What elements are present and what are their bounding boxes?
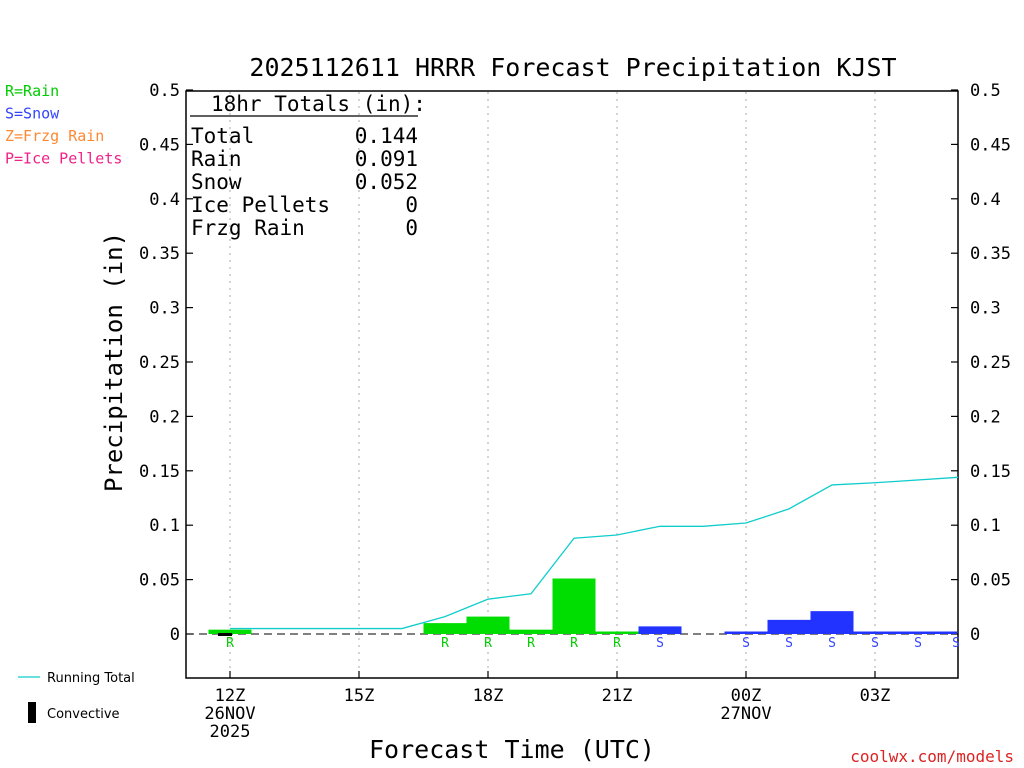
y-axis-right: 0 0.05 0.1 0.15 0.2 0.25 0.3 0.35 0.4 0.45 0.5	[951, 81, 1011, 645]
precip-type-letter: R	[441, 636, 449, 651]
precip-type-letter: S	[828, 636, 836, 651]
y-tick-label-left: 0.45	[139, 135, 180, 155]
y-tick-label-left: 0.4	[149, 190, 180, 210]
y-tick-label-right: 0.35	[970, 244, 1011, 264]
precip-bar	[939, 631, 957, 634]
y-tick-label-right: 0	[970, 625, 980, 645]
precip-bar	[853, 631, 897, 634]
precip-type-letter: S	[914, 636, 922, 651]
credit-text: coolwx.com/models	[850, 747, 1014, 766]
y-axis-title: Precipitation (in)	[100, 232, 128, 492]
precip-bar	[767, 619, 811, 634]
y-tick-label-left: 0.05	[139, 571, 180, 591]
x-tick-label: 00Z	[731, 686, 762, 706]
precip-type-letter: R	[484, 636, 492, 651]
x-tick-label: 26NOV	[204, 704, 255, 724]
bottom-legend: Running Total Convective	[18, 671, 135, 723]
totals-row-value: 0	[405, 193, 418, 217]
chart-title: 2025112611 HRRR Forecast Precipitation K…	[249, 53, 896, 82]
y-tick-label-right: 0.25	[970, 353, 1011, 373]
convective-legend-swatch	[28, 702, 36, 723]
totals-row-label: Snow	[191, 170, 242, 194]
precip-bar	[466, 616, 510, 634]
y-tick-label-left: 0.1	[149, 516, 180, 536]
precip-bar	[724, 631, 768, 634]
precip-bar	[896, 631, 940, 634]
running-total-line	[230, 476, 959, 630]
y-tick-label-right: 0.3	[970, 299, 1001, 319]
type-legend-item: Z=Frzg Rain	[5, 127, 104, 145]
y-tick-label-left: 0.5	[149, 81, 180, 101]
x-tick-label: 12Z	[215, 686, 246, 706]
y-tick-label-left: 0.3	[149, 299, 180, 319]
y-tick-label-right: 0.45	[970, 135, 1011, 155]
type-legend-item: R=Rain	[5, 82, 59, 100]
totals-row-value: 0.144	[355, 124, 418, 148]
precip-type-letter: R	[226, 636, 234, 651]
precip-type-letter: R	[570, 636, 578, 651]
precip-type-letter: S	[656, 636, 664, 651]
convective-bar	[218, 633, 232, 636]
precip-bars	[208, 578, 957, 636]
totals-row-value: 0	[405, 216, 418, 240]
x-tick-label: 2025	[210, 722, 251, 742]
x-tick-label: 03Z	[860, 686, 891, 706]
y-tick-label-left: 0.15	[139, 462, 180, 482]
plot-frame	[185, 90, 959, 679]
precip-bar	[509, 629, 553, 634]
totals-rows: Total 0.144 Rain 0.091 Snow 0.052 Ice Pellets 0…	[191, 124, 418, 240]
totals-box: 18hr Totals (in): Total 0.144 Rain 0.091 Sno…	[190, 92, 426, 240]
precip-type-letter: S	[742, 636, 750, 651]
totals-row-value: 0.091	[355, 147, 418, 171]
y-tick-label-right: 0.5	[970, 81, 1001, 101]
y-tick-label-right: 0.15	[970, 462, 1011, 482]
totals-row-label: Ice Pellets	[191, 193, 330, 217]
y-tick-label-left: 0.25	[139, 353, 180, 373]
totals-row-label: Rain	[191, 147, 242, 171]
y-axis-left: 0 0.05 0.1 0.15 0.2 0.25 0.3 0.35 0.4 0.45 0.5	[139, 81, 193, 645]
precip-bar	[595, 631, 639, 634]
precip-bar	[208, 629, 252, 634]
totals-header: 18hr Totals (in):	[211, 92, 426, 116]
precip-bar	[423, 623, 467, 634]
precip-bar	[810, 611, 854, 634]
convective-legend-label: Convective	[47, 707, 120, 722]
running-total-legend-label: Running Total	[47, 671, 135, 686]
y-tick-label-left: 0.2	[149, 407, 180, 427]
x-tick-label: 27NOV	[720, 704, 771, 724]
totals-row-label: Total	[191, 124, 254, 148]
type-legend-item: P=Ice Pellets	[5, 150, 122, 168]
x-tick-label: 15Z	[344, 686, 375, 706]
precip-type-letter: R	[613, 636, 621, 651]
x-tick-label: 18Z	[473, 686, 504, 706]
running-total-polyline	[230, 476, 959, 630]
precip-type-letter: S	[952, 636, 960, 651]
x-tick-label: 21Z	[602, 686, 633, 706]
precip-type-letter: R	[527, 636, 535, 651]
y-tick-label-left: 0	[170, 625, 180, 645]
y-tick-label-right: 0.05	[970, 571, 1011, 591]
y-tick-label-left: 0.35	[139, 244, 180, 264]
precip-type-letter: S	[871, 636, 879, 651]
type-legend-item: S=Snow	[5, 105, 60, 123]
totals-row-label: Frzg Rain	[191, 216, 305, 240]
y-tick-label-right: 0.1	[970, 516, 1001, 536]
precip-bar	[552, 578, 596, 634]
totals-row-value: 0.052	[355, 170, 418, 194]
x-axis-title: Forecast Time (UTC)	[369, 735, 655, 764]
precip-type-legend: R=Rain S=Snow Z=Frzg Rain P=Ice Pellets	[5, 82, 122, 168]
precip-type-letter: S	[785, 636, 793, 651]
precip-bar	[638, 626, 682, 634]
y-tick-label-right: 0.4	[970, 190, 1001, 210]
y-tick-label-right: 0.2	[970, 407, 1001, 427]
